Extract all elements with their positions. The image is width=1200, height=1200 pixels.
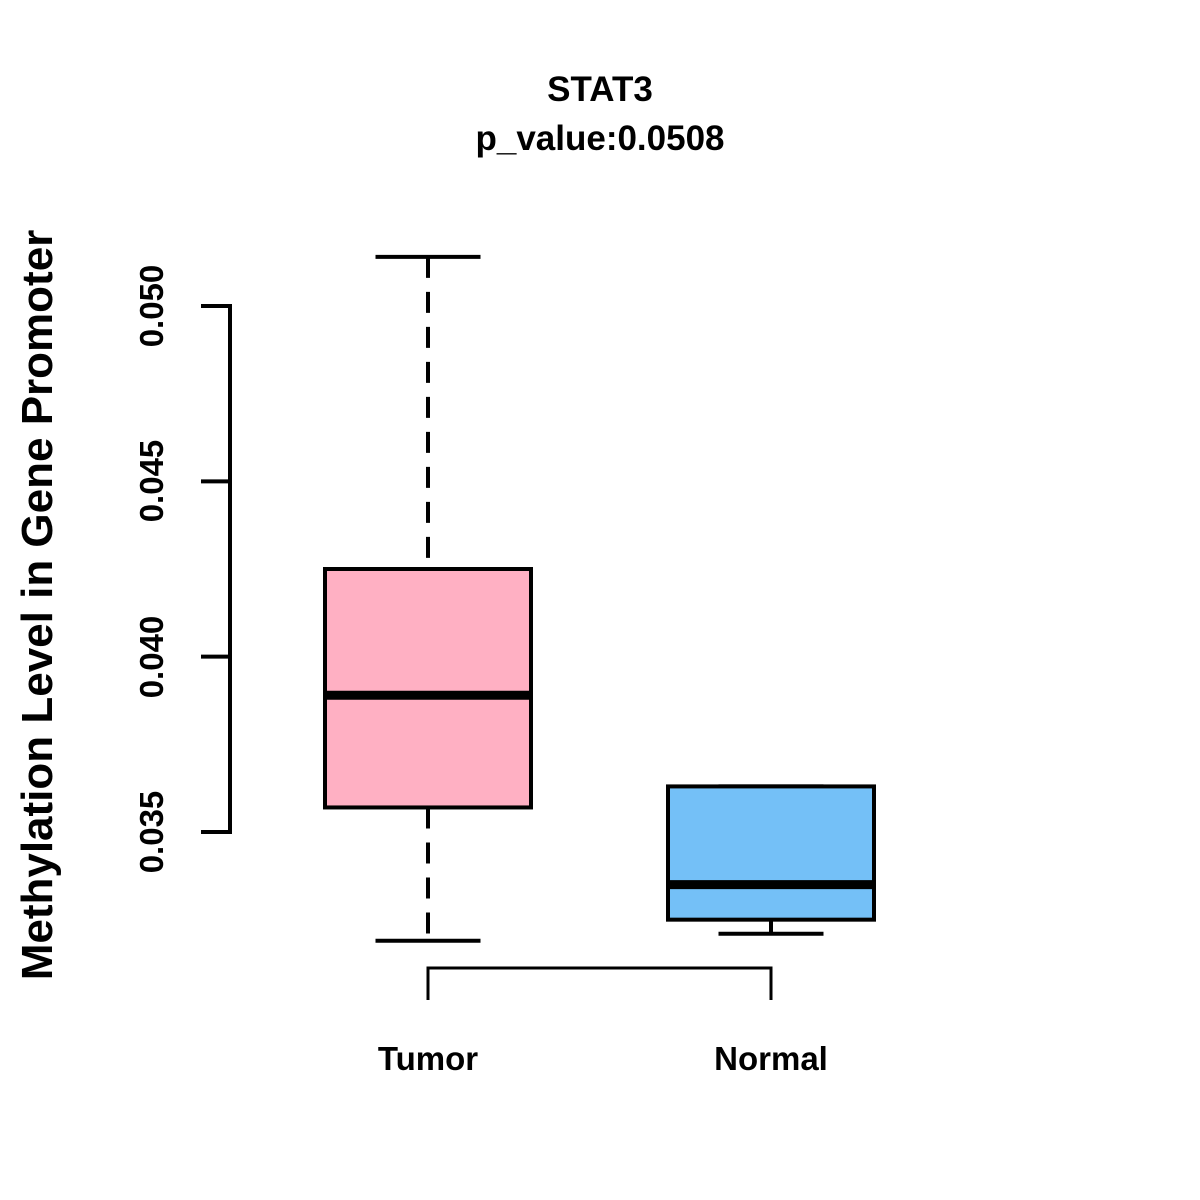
chart-subtitle: p_value:0.0508	[475, 119, 725, 158]
x-label-tumor: Tumor	[377, 1040, 479, 1077]
chart-title: STAT3	[547, 70, 653, 109]
y-tick-label: 0.035	[133, 790, 170, 874]
y-tick-label: 0.050	[133, 264, 170, 348]
y-tick-label: 0.040	[133, 615, 170, 698]
tumor-box	[323, 567, 533, 810]
x-label-normal: Normal	[714, 1040, 828, 1077]
normal-box	[666, 784, 876, 922]
comparison-bracket	[426, 966, 773, 1000]
y-tick-label: 0.045	[133, 440, 170, 523]
